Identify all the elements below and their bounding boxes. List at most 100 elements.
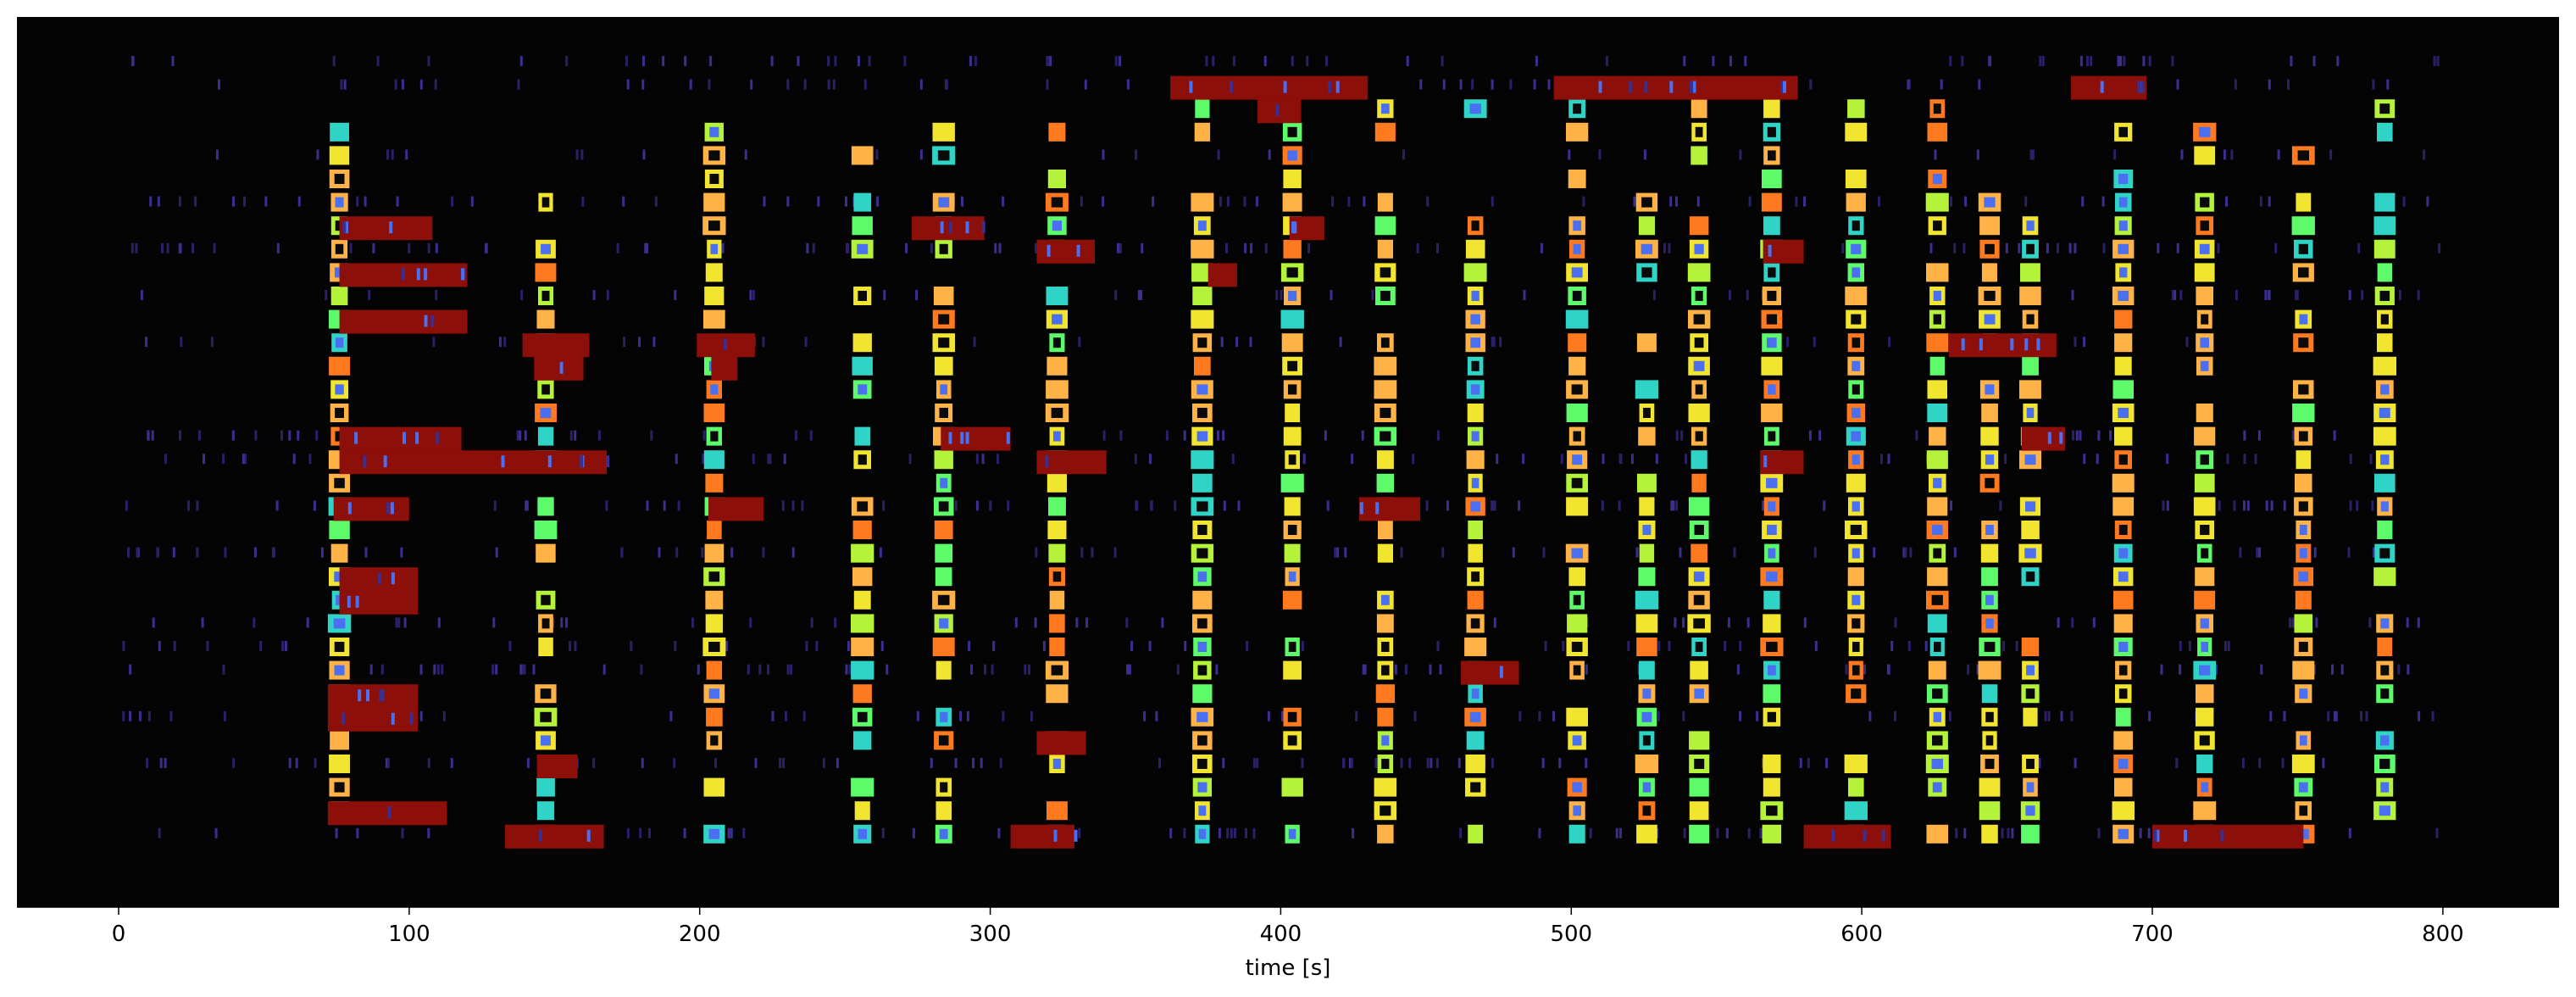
response-mark [1046,380,1069,399]
long-event-spike [424,315,428,327]
spike-mark [1330,290,1333,300]
spike-mark [1948,710,1951,721]
response-core [1693,571,1705,582]
spike-mark [1125,617,1129,628]
response-core [1470,618,1480,629]
long-event-bar [1208,263,1237,287]
spike-mark [836,758,839,768]
spike-mark [264,196,268,207]
spike-mark [1541,758,1545,768]
spike-mark [1512,547,1515,558]
response-mark [1637,473,1657,493]
spike-mark [1158,758,1161,768]
spike-mark [1252,758,1256,768]
response-core [1380,431,1391,442]
long-event-spike [2059,432,2063,444]
response-core [1470,314,1480,325]
spike-mark [1725,827,1729,838]
response-mark [1468,824,1484,844]
spike-mark [574,641,577,651]
response-mark [1845,287,1868,305]
spike-mark [834,56,837,66]
response-core [1931,525,1943,535]
spike-mark [1352,827,1355,838]
response-mark [2021,824,2040,844]
response-mark [1376,473,1395,493]
spike-mark [140,290,143,300]
long-event-spike [401,268,405,281]
long-event-spike [354,432,358,444]
response-core [1288,571,1296,582]
spike-mark [2331,664,2334,675]
response-mark [1377,824,1394,844]
spike-mark [136,547,139,558]
response-core [2298,243,2308,254]
spike-mark [791,547,795,558]
spike-mark [493,500,497,511]
spike-mark [2074,337,2077,348]
response-mark [1049,638,1065,656]
spike-mark [1114,56,1118,66]
spike-mark [809,430,813,441]
spike-mark [2349,500,2352,511]
spike-mark [2101,196,2105,207]
response-mark [1636,638,1657,656]
long-event-spike [1293,221,1297,234]
response-core [1196,384,1208,395]
response-mark [1194,356,1211,376]
spike-mark [433,664,436,675]
response-mark [1374,777,1397,797]
spike-mark [1950,196,1952,207]
spike-mark [626,827,630,838]
response-mark [2112,801,2135,821]
long-event-spike [2140,81,2145,93]
spike-mark [868,56,871,66]
response-core [1196,501,1208,512]
response-mark [1467,590,1484,610]
long-event-spike [436,432,440,444]
response-core [937,150,950,161]
spike-mark [1888,337,1891,348]
response-core [1851,431,1861,442]
response-mark [1636,333,1657,353]
long-event-spike [1831,829,1835,842]
response-core [1694,525,1704,535]
response-core [1642,688,1652,699]
spike-mark [356,827,359,838]
spike-mark [1243,196,1246,207]
response-core [1850,525,1862,535]
spike-mark [405,149,408,160]
spike-mark [222,664,225,675]
response-core [1288,291,1297,301]
spike-mark [470,196,474,207]
response-core [1767,291,1777,301]
response-core [335,384,344,395]
spike-mark [652,337,656,348]
spike-mark [1955,827,1958,838]
spike-mark [974,56,978,66]
spike-mark [815,641,819,651]
spike-mark [158,827,161,838]
spike-mark [1135,500,1139,511]
response-core [1985,525,1994,535]
spike-mark [273,547,275,558]
response-core [1852,337,1861,348]
spike-mark [1999,500,2002,511]
spike-mark [2166,454,2169,465]
long-event-spike [342,221,347,234]
response-core [1197,337,1208,348]
spike-mark [912,827,915,838]
spike-mark [797,56,800,66]
response-core [2024,548,2036,559]
spike-mark [343,79,347,90]
spike-mark [1435,758,1439,768]
response-mark [2195,567,2215,587]
response-mark [1191,309,1214,329]
response-core [1573,805,1581,816]
spike-mark [1212,56,1215,66]
spike-mark [187,500,190,511]
spike-mark [2227,641,2230,651]
response-mark [1689,216,1709,236]
long-event-spike [366,689,369,702]
spike-mark [1347,196,1351,207]
